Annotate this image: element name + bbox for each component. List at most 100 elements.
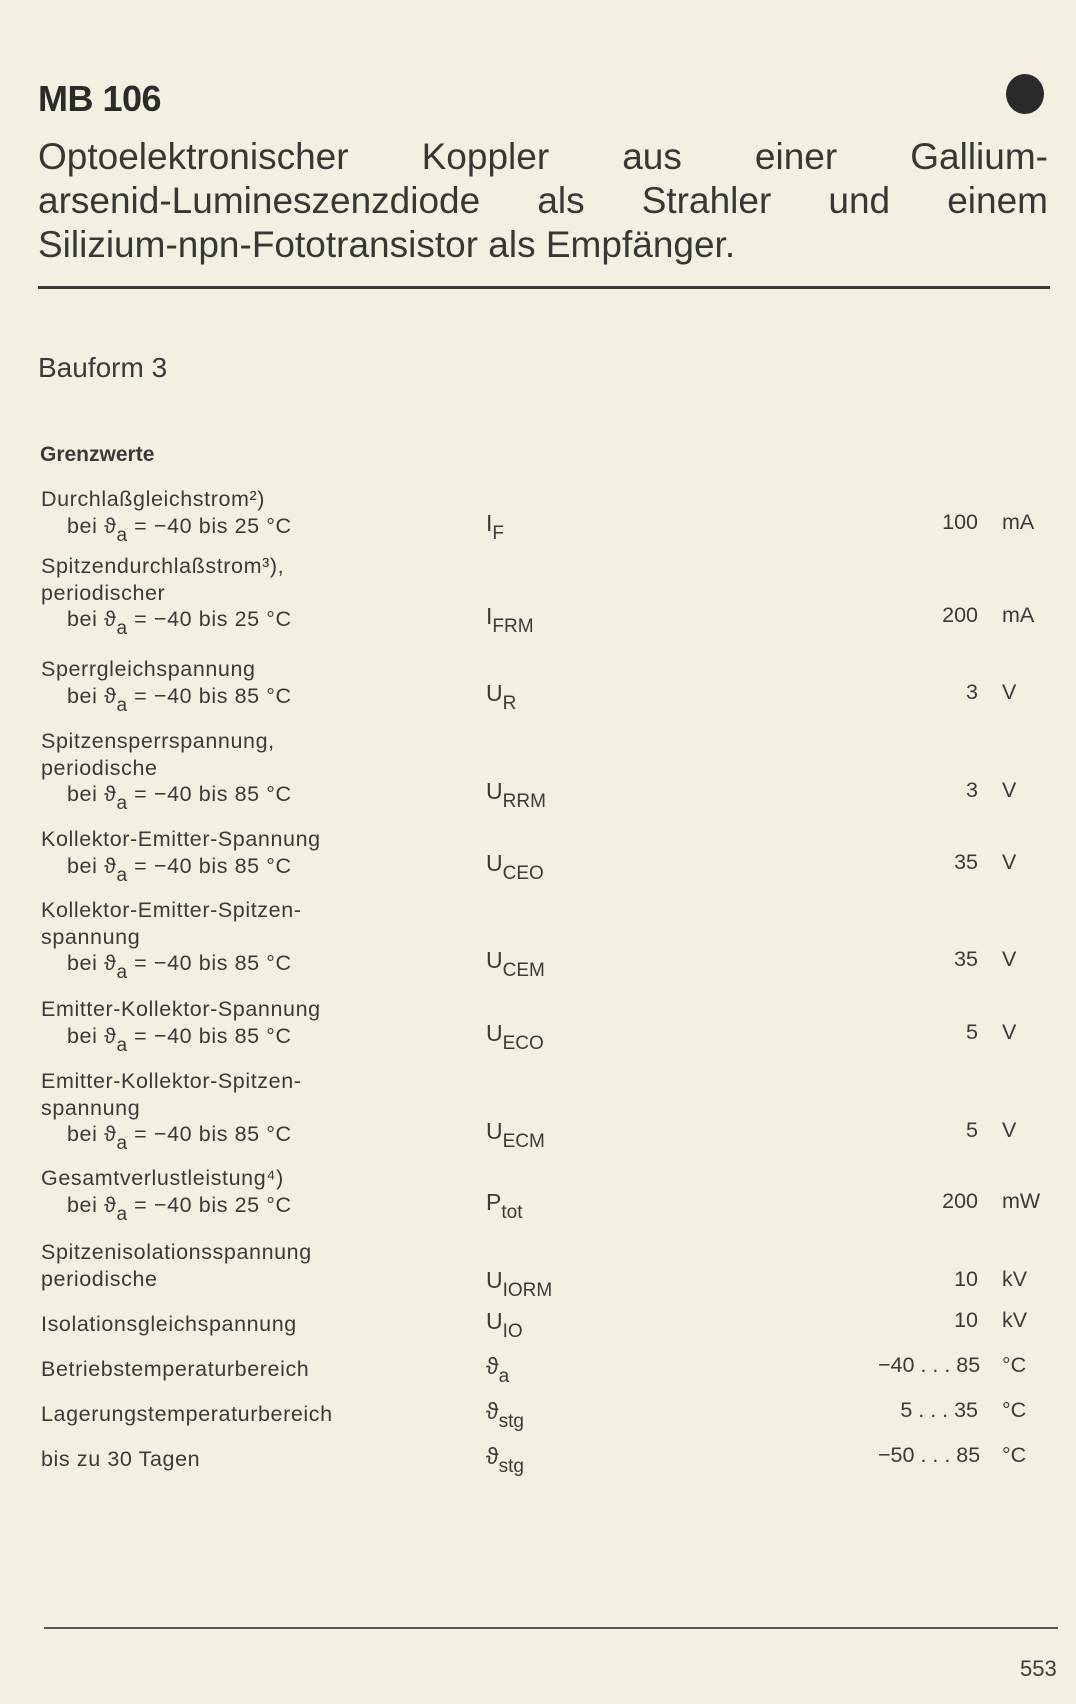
parameter-label: Kollektor-Emitter-Spannung bbox=[41, 827, 321, 851]
condition-range: = −40 bis 25 °C bbox=[127, 1192, 292, 1217]
parameter-label: Emitter-Kollektor-Spitzen- bbox=[41, 1069, 302, 1093]
condition: bei ϑa = −40 bis 85 °C bbox=[67, 684, 292, 717]
symbol: IF bbox=[486, 510, 504, 545]
condition-range: = −40 bis 25 °C bbox=[127, 607, 292, 631]
condition: bei ϑa = −40 bis 85 °C bbox=[67, 854, 292, 887]
condition-prefix: bei ϑ bbox=[67, 853, 117, 878]
value: −50 . . . 85 bbox=[878, 1443, 981, 1467]
symbol-subscript: FRM bbox=[492, 616, 534, 637]
condition: bei ϑa = −40 bis 85 °C bbox=[67, 1122, 292, 1155]
symbol-main: U bbox=[486, 679, 503, 706]
value: 35 bbox=[954, 947, 978, 971]
symbol-main: P bbox=[486, 1188, 502, 1215]
symbol-main: I bbox=[486, 509, 493, 536]
symbol: UIO bbox=[486, 1308, 523, 1343]
symbol-subscript: ECM bbox=[502, 1131, 545, 1152]
condition-subscript: a bbox=[116, 694, 128, 716]
condition: bei ϑa = −40 bis 85 °C bbox=[67, 951, 292, 984]
symbol-subscript: RRM bbox=[502, 791, 546, 812]
parameter-label: spannung bbox=[41, 1095, 141, 1120]
condition-subscript: a bbox=[116, 1034, 128, 1056]
parameter-label: Betriebstemperaturbereich bbox=[41, 1357, 310, 1381]
parameter-label: periodische bbox=[41, 1266, 158, 1291]
condition: bei ϑa = −40 bis 25 °C bbox=[67, 514, 292, 547]
parameter-label: Spitzensperrspannung, bbox=[41, 729, 275, 753]
unit: °C bbox=[1002, 1398, 1027, 1422]
device-title: MB 106 bbox=[38, 78, 162, 119]
condition-range: = −40 bis 85 °C bbox=[127, 782, 292, 806]
parameter-label: Lagerungstemperaturbereich bbox=[41, 1402, 333, 1426]
condition-range: = −40 bis 25 °C bbox=[127, 513, 292, 538]
unit: V bbox=[1002, 1118, 1017, 1142]
symbol-subscript: CEO bbox=[502, 862, 544, 884]
parameter-label: Gesamtverlustleistung⁴) bbox=[41, 1166, 284, 1190]
condition-prefix: bei ϑ bbox=[67, 683, 117, 708]
condition-subscript: a bbox=[116, 524, 128, 546]
symbol-subscript: F bbox=[492, 522, 504, 544]
symbol: UIORM bbox=[486, 1267, 552, 1302]
value: 5 . . . 35 bbox=[900, 1398, 978, 1422]
parameter-label: Sperrgleichspannung bbox=[41, 657, 256, 681]
condition-range: = −40 bis 85 °C bbox=[127, 1023, 292, 1048]
unit: V bbox=[1002, 849, 1017, 874]
symbol-main: ϑ bbox=[486, 1443, 499, 1469]
condition-prefix: bei ϑ bbox=[67, 782, 117, 806]
condition-subscript: a bbox=[116, 864, 128, 886]
value: 200 bbox=[942, 603, 978, 627]
symbol-subscript: IO bbox=[502, 1321, 523, 1342]
parameter-label: Spitzendurchlaßstrom³), bbox=[41, 554, 285, 578]
parameter-label: Kollektor-Emitter-Spitzen- bbox=[41, 898, 302, 922]
value: 5 bbox=[966, 1019, 978, 1044]
unit: °C bbox=[1002, 1443, 1027, 1467]
condition-prefix: bei ϑ bbox=[67, 1122, 117, 1146]
condition: bei ϑa = −40 bis 25 °C bbox=[67, 1193, 292, 1226]
symbol-subscript: a bbox=[498, 1366, 510, 1387]
value: 3 bbox=[966, 679, 978, 704]
parameter-label: periodischer bbox=[41, 580, 166, 605]
condition-range: = −40 bis 85 °C bbox=[127, 1122, 292, 1146]
parameter-label: Isolationsgleichspannung bbox=[41, 1312, 297, 1336]
unit: °C bbox=[1002, 1353, 1027, 1377]
symbol: UCEM bbox=[486, 947, 545, 982]
parameter-label: Spitzenisolationsspannung bbox=[41, 1240, 312, 1264]
value: 3 bbox=[966, 778, 978, 802]
symbol-subscript: tot bbox=[501, 1201, 523, 1223]
condition-range: = −40 bis 85 °C bbox=[127, 683, 292, 708]
value: 10 bbox=[954, 1308, 978, 1332]
symbol-main: U bbox=[486, 1118, 503, 1144]
condition: bei ϑa = −40 bis 85 °C bbox=[67, 782, 292, 815]
bauform-label: Bauform 3 bbox=[38, 352, 168, 383]
symbol-main: U bbox=[486, 1308, 503, 1334]
symbol: UCEO bbox=[486, 850, 544, 885]
condition-range: = −40 bis 85 °C bbox=[127, 853, 292, 878]
unit: V bbox=[1002, 679, 1017, 704]
condition-subscript: a bbox=[116, 618, 128, 639]
unit: mA bbox=[1002, 509, 1035, 534]
symbol-main: ϑ bbox=[486, 1398, 499, 1424]
condition-range: = −40 bis 85 °C bbox=[127, 951, 292, 975]
parameter-label: Durchlaßgleichstrom²) bbox=[41, 487, 266, 511]
parameter-label: bis zu 30 Tagen bbox=[41, 1447, 201, 1471]
symbol-main: ϑ bbox=[486, 1353, 499, 1379]
unit: kV bbox=[1002, 1308, 1028, 1332]
unit: mA bbox=[1002, 603, 1035, 627]
symbol-subscript: IORM bbox=[502, 1279, 553, 1301]
description-line: Optoelektronischer Koppler aus einer Gal… bbox=[38, 136, 1048, 177]
value: 100 bbox=[942, 509, 978, 534]
condition-prefix: bei ϑ bbox=[67, 513, 117, 538]
value: 200 bbox=[942, 1188, 978, 1213]
condition-prefix: bei ϑ bbox=[67, 1192, 117, 1217]
unit: V bbox=[1002, 1019, 1017, 1044]
symbol-main: U bbox=[486, 1266, 503, 1293]
symbol-main: U bbox=[486, 1019, 503, 1046]
condition: bei ϑa = −40 bis 25 °C bbox=[67, 607, 292, 640]
value: 5 bbox=[966, 1118, 978, 1142]
description-line: Silizium-npn-Fototransistor als Empfänge… bbox=[38, 224, 736, 265]
symbol-subscript: ECO bbox=[502, 1032, 544, 1054]
symbol: ϑstg bbox=[486, 1443, 524, 1478]
parameter-label: spannung bbox=[41, 924, 141, 949]
value: −40 . . . 85 bbox=[878, 1353, 981, 1377]
symbol: UECO bbox=[486, 1020, 544, 1055]
value: 10 bbox=[954, 1266, 978, 1291]
symbol-main: U bbox=[486, 778, 503, 804]
